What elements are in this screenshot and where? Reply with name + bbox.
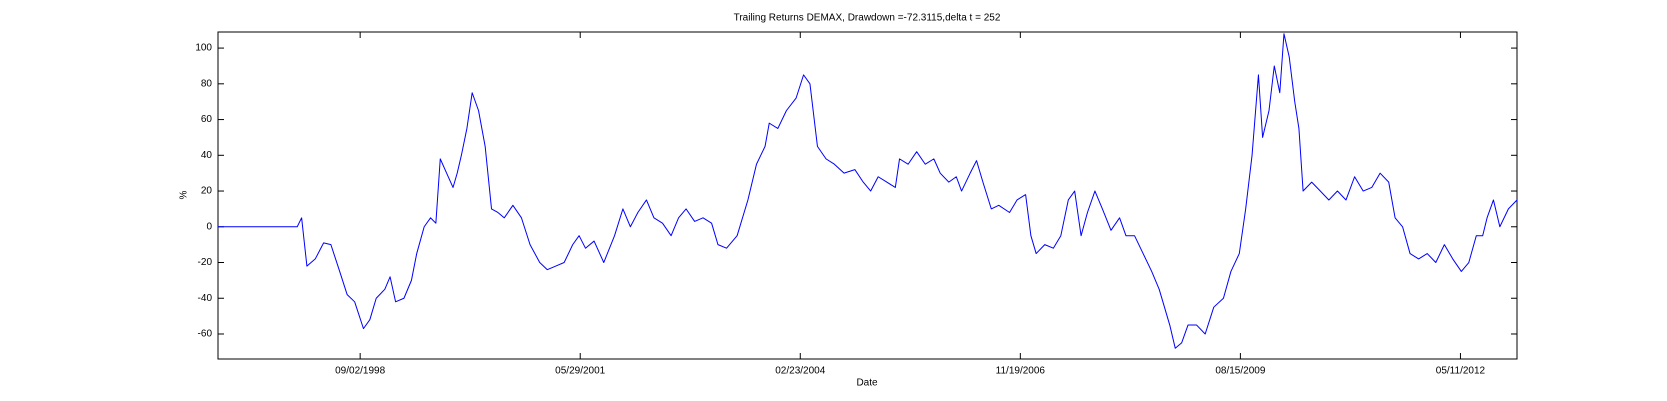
plot-frame — [217, 31, 1518, 360]
x-tick-label: 09/02/1998 — [335, 366, 385, 377]
y-tick-label: 100 — [195, 43, 212, 54]
y-tick-label: 80 — [201, 78, 213, 89]
y-tick-label: 0 — [206, 221, 212, 232]
y-tick-label: 60 — [201, 114, 213, 125]
x-tick-label: 02/23/2004 — [775, 366, 825, 377]
y-tick-label: -60 — [198, 329, 213, 340]
x-tick-label: 11/19/2006 — [996, 366, 1046, 377]
y-tick-label: 20 — [201, 186, 213, 197]
x-tick-label: 05/11/2012 — [1436, 366, 1486, 377]
x-tick-label: 05/29/2001 — [555, 366, 605, 377]
x-tick-label: 08/15/2009 — [1215, 366, 1265, 377]
y-tick-label: -20 — [198, 257, 213, 268]
y-tick-label: 40 — [201, 150, 213, 161]
y-tick-label: -40 — [198, 293, 213, 304]
chart-title: Trailing Returns DEMAX, Drawdown =-72.31… — [734, 13, 1001, 24]
y-axis-label: % — [179, 190, 190, 199]
data-line — [218, 33, 1518, 349]
x-axis-label: Date — [856, 378, 878, 389]
